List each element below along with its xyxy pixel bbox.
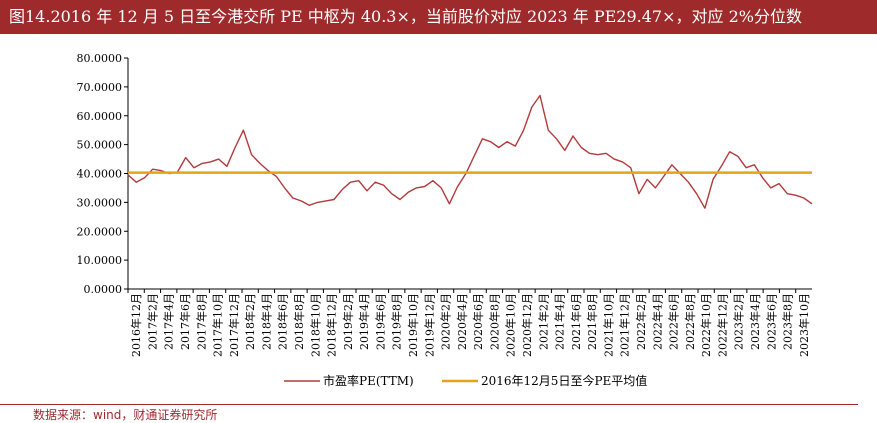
x-tick-label: 2023年6月 <box>764 293 778 350</box>
legend-label-avg: 2016年12月5日至今PE平均值 <box>481 373 647 388</box>
x-tick-label: 2018年6月 <box>276 293 290 350</box>
x-tick-label: 2023年4月 <box>748 293 762 350</box>
x-tick-label: 2019年10月 <box>406 293 420 357</box>
legend-label-pe: 市盈率PE(TTM) <box>323 373 414 388</box>
x-tick-label: 2021年8月 <box>585 293 599 350</box>
x-tick-label: 2020年10月 <box>504 293 518 357</box>
x-tick-label: 2020年2月 <box>439 293 453 350</box>
y-tick-label: 30.0000 <box>77 196 123 209</box>
x-tick-label: 2023年8月 <box>781 293 795 350</box>
x-tick-label: 2022年10月 <box>699 293 713 357</box>
y-tick-label: 20.0000 <box>77 225 123 238</box>
x-tick-label: 2021年2月 <box>536 293 550 350</box>
x-tick-label: 2022年6月 <box>667 293 681 350</box>
series-layer <box>127 94 813 209</box>
x-tick-label: 2020年8月 <box>487 293 501 350</box>
legend: 市盈率PE(TTM) 2016年12月5日至今PE平均值 <box>284 373 647 388</box>
x-tick-label: 2022年2月 <box>634 293 648 350</box>
x-tick-label: 2022年8月 <box>683 293 697 350</box>
x-tick-label: 2021年4月 <box>553 293 567 350</box>
x-tick-label: 2018年2月 <box>243 293 257 350</box>
x-tick-label: 2023年10月 <box>797 293 811 357</box>
x-tick-label: 2017年8月 <box>194 293 208 350</box>
x-tick-label: 2019年4月 <box>357 293 371 350</box>
x-tick-label: 2017年6月 <box>178 293 192 350</box>
pe-ttm-series-line <box>127 94 813 209</box>
x-tick-label: 2019年12月 <box>422 293 436 357</box>
x-tick-label: 2020年12月 <box>520 293 534 357</box>
x-tick-label: 2023年2月 <box>732 293 746 350</box>
x-tick-label: 2020年4月 <box>455 293 469 350</box>
chart-title: 图14.2016 年 12 月 5 日至今港交所 PE 中枢为 40.3×，当前… <box>0 0 877 34</box>
y-tick-label: 0.0000 <box>84 283 123 296</box>
source-note: 数据来源：wind，财通证券研究所 <box>33 408 218 422</box>
y-tick-label: 80.0000 <box>77 52 123 65</box>
x-axis: 2016年12月 2017年2月 2017年4月 2017年6月 2017年8月 2017… <box>127 288 812 357</box>
x-tick-label: 2018年12月 <box>325 293 339 357</box>
y-tick-label: 40.0000 <box>77 168 123 181</box>
x-tick-label: 2019年6月 <box>373 293 387 350</box>
x-tick-label: 2021年10月 <box>601 293 615 357</box>
x-tick-label: 2018年8月 <box>292 293 306 350</box>
y-tick-label: 60.0000 <box>77 110 123 123</box>
x-tick-label: 2018年10月 <box>308 293 322 357</box>
source-divider <box>0 404 858 405</box>
x-tick-label: 2017年2月 <box>145 293 159 350</box>
x-tick-label: 2022年4月 <box>650 293 664 350</box>
x-tick-label: 2019年2月 <box>341 293 355 350</box>
x-tick-label: 2019年8月 <box>390 293 404 350</box>
x-tick-label: 2018年4月 <box>259 293 273 350</box>
x-tick-label: 2021年12月 <box>618 293 632 357</box>
y-tick-label: 50.0000 <box>77 139 123 152</box>
y-tick-label: 10.0000 <box>77 254 123 267</box>
x-tick-label: 2017年10月 <box>211 293 225 357</box>
x-tick-label: 2017年12月 <box>227 293 241 357</box>
y-axis: 80.0000 70.0000 60.0000 50.0000 40.0000 30.00… <box>77 52 129 296</box>
x-tick-label: 2020年6月 <box>471 293 485 350</box>
x-tick-label: 2022年12月 <box>715 293 729 357</box>
x-tick-label: 2017年4月 <box>162 293 176 350</box>
x-tick-label: 2021年6月 <box>569 293 583 350</box>
chart: 80.0000 70.0000 60.0000 50.0000 40.0000 30.00… <box>77 52 813 388</box>
y-tick-label: 70.0000 <box>77 81 123 94</box>
x-tick-label: 2016年12月 <box>129 293 143 357</box>
